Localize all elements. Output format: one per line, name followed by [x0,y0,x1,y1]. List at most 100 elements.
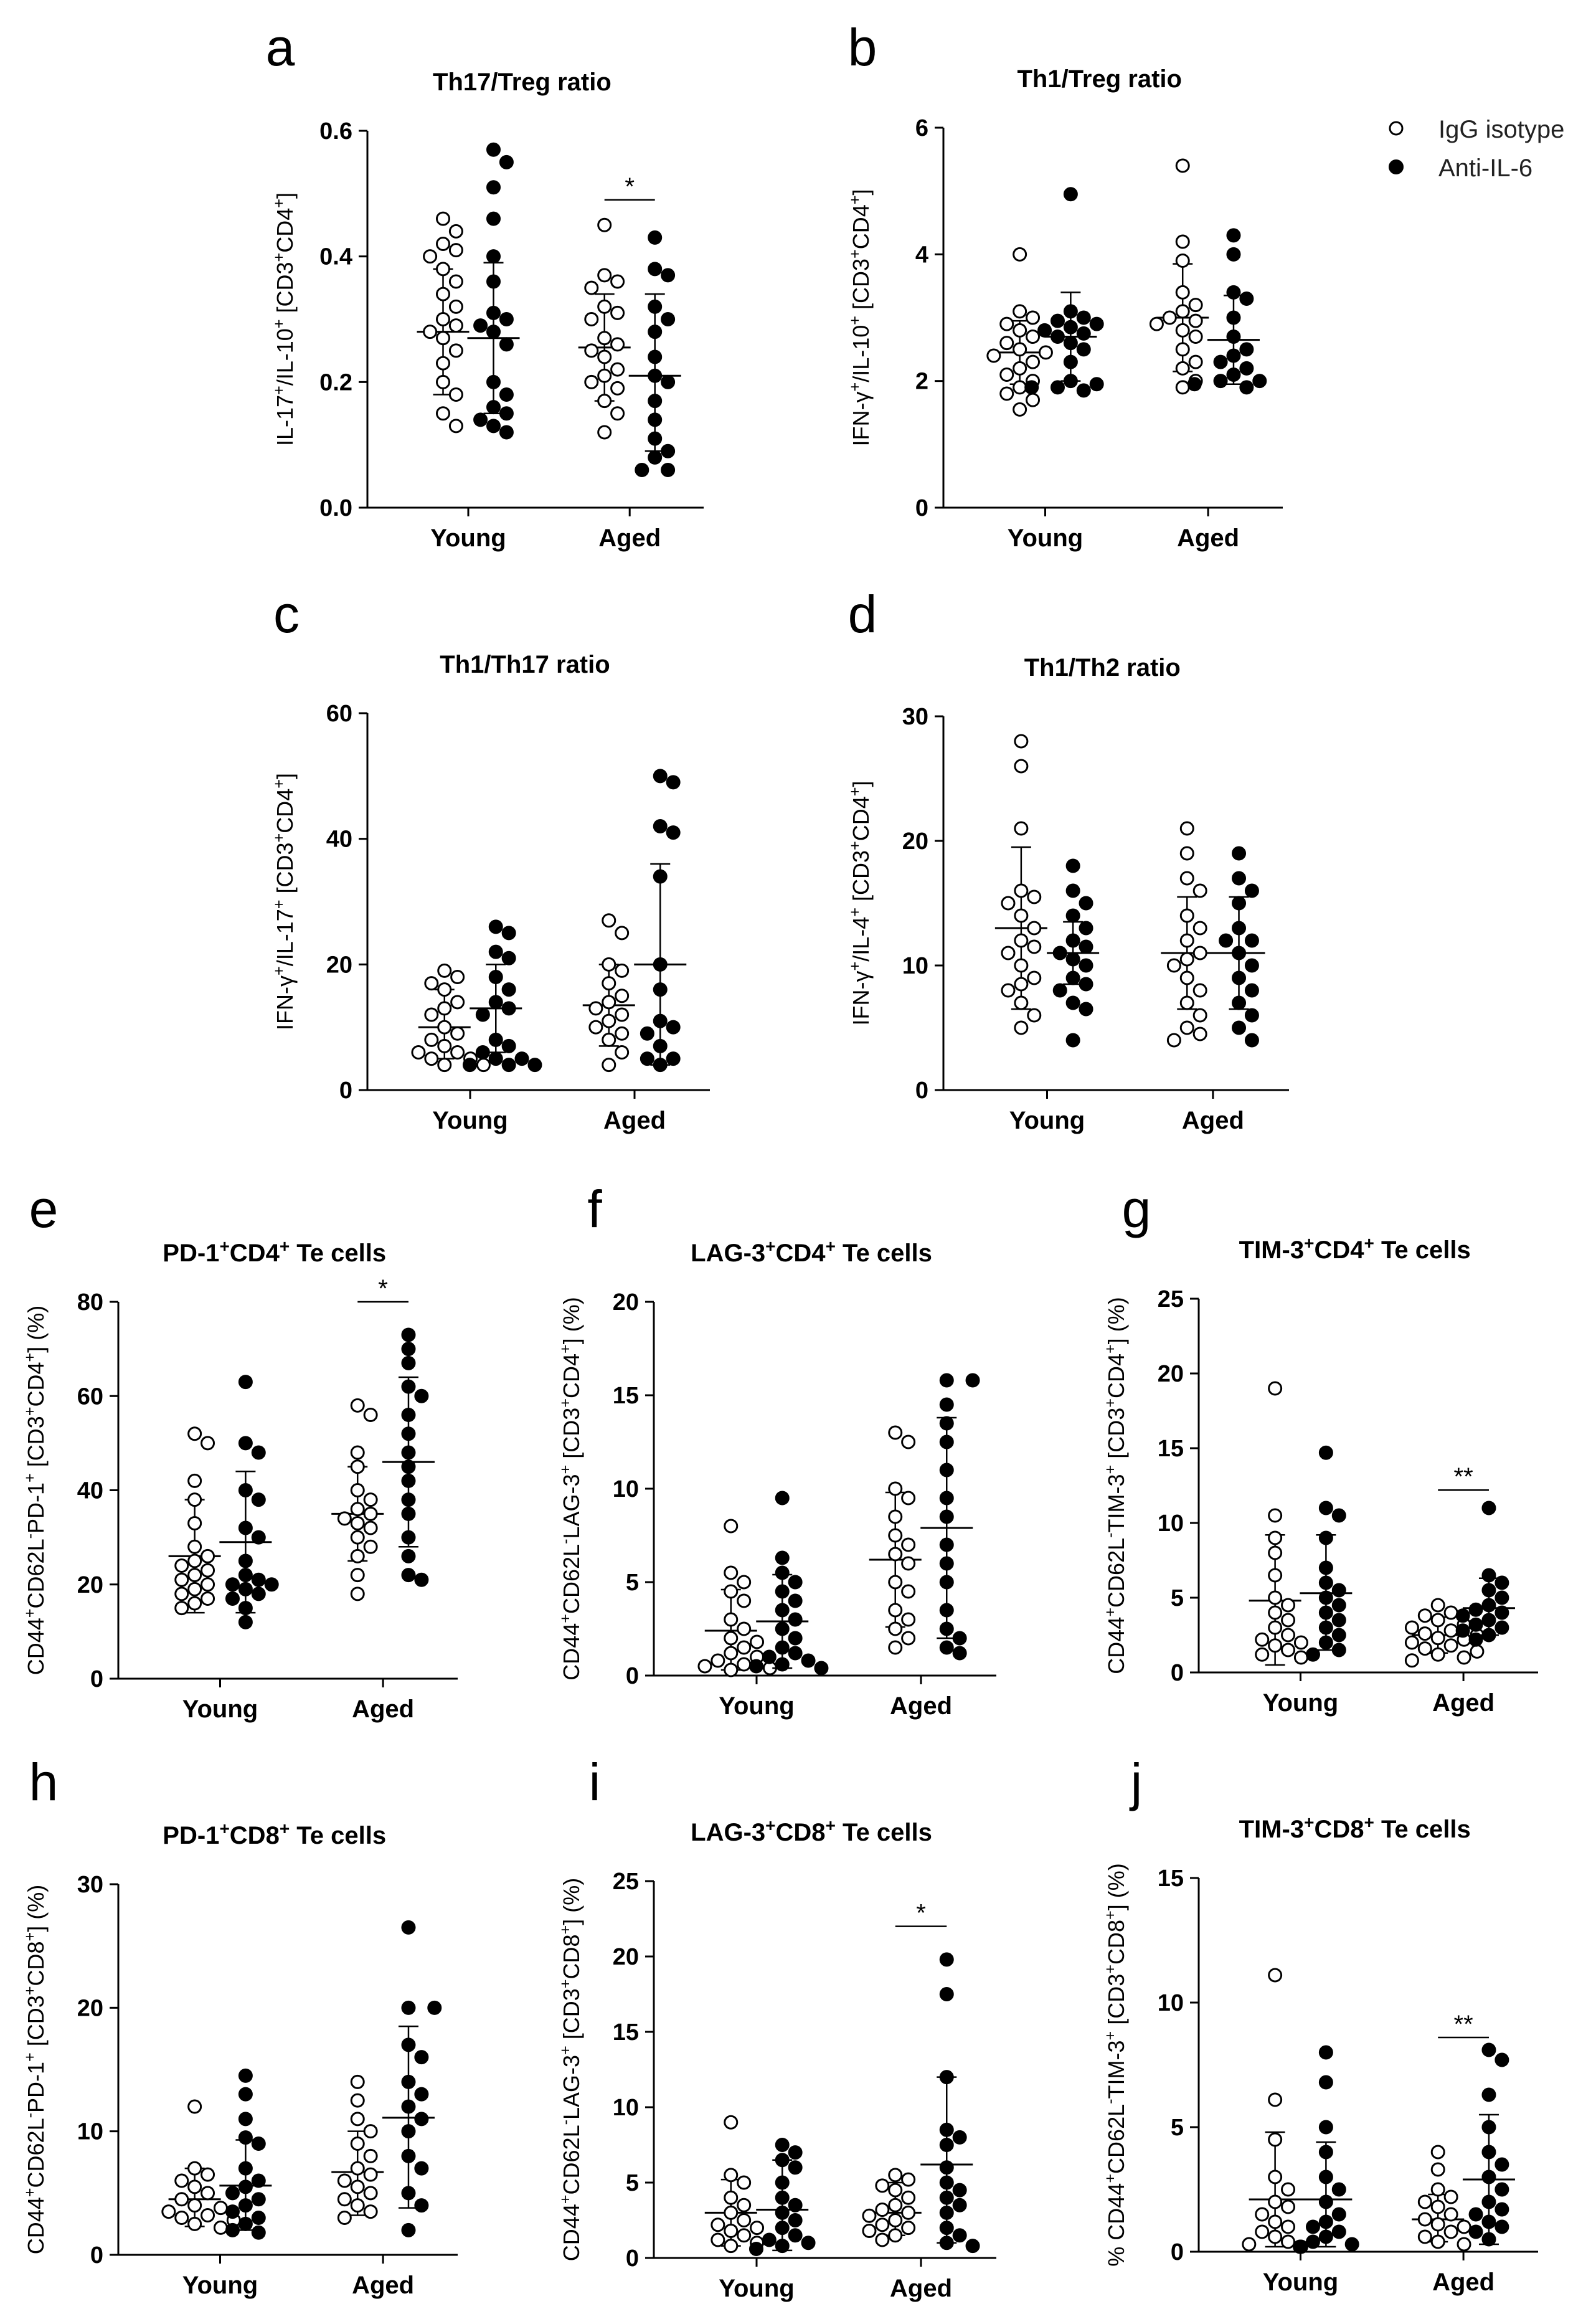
series-anti-il6-aged [920,1373,980,1661]
data-point [424,1007,439,1022]
data-point [436,406,450,421]
data-point [965,2239,980,2254]
data-point [724,2239,739,2254]
data-point [1013,402,1027,417]
data-point [952,2183,967,2198]
significance-label: * [916,1900,926,1927]
data-point [775,2205,790,2220]
y-tick-label: 0.4 [319,244,352,270]
data-point [437,963,452,978]
series-igg-young [697,1519,777,1677]
data-point [1430,1647,1445,1662]
y-axis-label: CD44+CD62L-PD-1+ [CD3+CD8+] (%) [21,1885,49,2254]
data-point [436,331,450,346]
data-point [1226,247,1241,262]
data-point [1175,361,1190,376]
data-point [1318,1560,1333,1575]
data-point [661,463,676,477]
data-point [238,2087,253,2102]
y-axis-label: CD44+CD62L-LAG-3+ [CD3+CD4+] (%) [557,1297,584,1680]
series-igg-young [994,734,1047,1035]
chart-title: PD-1+CD4+ Te cells [163,1236,386,1268]
data-point [775,1603,790,1618]
data-point [1318,1590,1333,1605]
data-point [597,299,612,314]
data-point [939,1952,954,1967]
series-anti-il6-young [1047,858,1100,1048]
data-point [436,287,450,301]
data-point [1014,759,1029,774]
data-point [1079,1002,1093,1017]
data-point [238,1582,253,1596]
data-point [1318,1575,1333,1590]
data-point [648,431,663,446]
data-point [1065,1033,1080,1048]
data-point [986,348,1001,363]
data-point [610,337,625,352]
data-point [1331,1628,1346,1643]
data-point [1268,1620,1283,1635]
data-point [1188,354,1203,369]
data-point [648,412,663,427]
data-point [1232,1020,1247,1035]
data-point [888,1547,903,1562]
data-point [1494,1605,1509,1620]
data-point [1331,2182,1346,2197]
data-point [1305,2219,1320,2234]
data-point [1417,2229,1432,2244]
series-anti-il6-aged [920,1952,980,2254]
data-point [201,1436,215,1451]
data-point [661,268,676,283]
series-igg-aged [578,217,631,440]
data-point [1239,361,1254,376]
data-point [1052,983,1067,998]
data-point [1065,933,1080,948]
data-point [1481,2145,1496,2160]
data-point [401,1355,416,1370]
data-point [363,1539,378,1554]
data-point [1213,354,1228,369]
data-point [1455,1608,1470,1623]
x-tick-label-aged: Aged [1177,524,1239,552]
data-point [952,1631,967,1646]
data-point [363,2204,378,2219]
data-point [174,1558,189,1573]
data-point [1079,977,1093,992]
panel-letter: g [1122,1180,1151,1238]
data-point [1232,970,1247,985]
data-point [952,1646,967,1661]
data-point [424,1051,439,1066]
data-point [584,343,599,358]
data-point [775,1565,790,1580]
data-point [1050,380,1065,395]
data-point [597,217,612,232]
data-point [1443,2207,1458,2222]
panel-e: e PD-1+CD4+ Te cells 0 20 40 60 80 CD44+CD62L-P… [21,1180,458,1723]
data-point [1318,2120,1333,2135]
data-point [648,394,663,409]
y-tick-label: 40 [326,827,352,853]
data-point [1013,247,1027,262]
data-point [187,1582,202,1596]
data-point [1318,2229,1333,2244]
data-point [448,274,463,289]
data-point [499,406,514,421]
data-point [737,1593,752,1608]
data-point [1481,2087,1496,2102]
data-point [337,2211,352,2225]
data-point [1244,1033,1259,1048]
data-point [615,1026,630,1041]
y-tick-label: 0 [1171,1660,1184,1686]
data-point [1268,1508,1283,1523]
data-point [724,2205,739,2220]
data-point [737,2175,752,2190]
data-point [499,312,514,326]
data-point [1179,970,1194,985]
data-point [1318,1530,1333,1545]
data-point [1037,323,1052,338]
panel-i: i LAG-3+CD8+ Te cells 0 5 10 15 20 25 CD44+CD62L… [557,1753,996,2302]
data-point [1481,2120,1496,2135]
y-tick-label: 20 [77,1572,103,1598]
data-point [187,1568,202,1583]
data-point [653,957,668,972]
